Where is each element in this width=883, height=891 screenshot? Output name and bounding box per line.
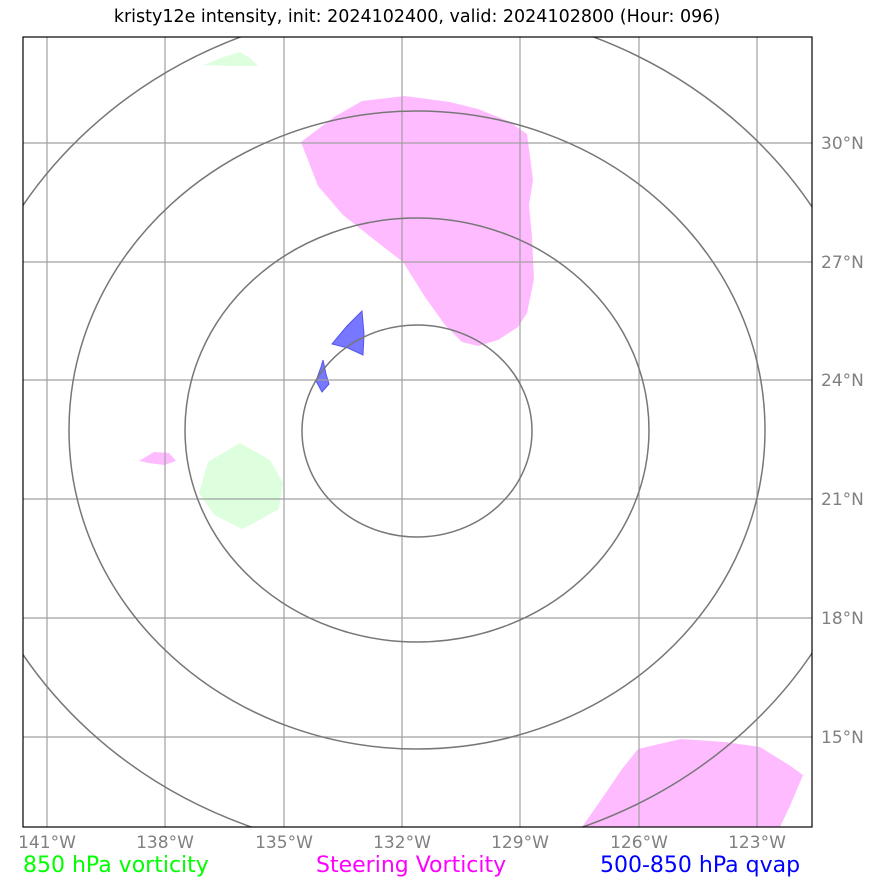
vorticity-850-blob-north: [203, 52, 258, 66]
lat-tick-label: 27°N: [821, 253, 864, 273]
qvap-blob-south: [315, 359, 330, 393]
range-ring: [68, 110, 766, 750]
lat-tick-label: 24°N: [821, 371, 864, 391]
lon-tick-label: 126°W: [610, 833, 668, 853]
steering-vorticity-blob-west: [139, 452, 176, 465]
lon-tick-label: 138°W: [136, 833, 194, 853]
range-ring: [301, 324, 533, 538]
range-ring: [184, 217, 650, 643]
graticule: [23, 37, 812, 827]
steering-vorticity-blob-north: [301, 96, 534, 346]
map-title: kristy12e intensity, init: 2024102400, v…: [113, 7, 721, 27]
lon-tick-label: 135°W: [255, 833, 313, 853]
legend-steering-vorticity: Steering Vorticity: [316, 853, 507, 878]
legend-qvap: 500-850 hPa qvap: [600, 853, 801, 878]
lon-tick-label: 132°W: [373, 833, 431, 853]
lat-tick-label: 18°N: [821, 609, 864, 629]
lon-tick-label: 141°W: [18, 833, 76, 853]
lat-tick-label: 30°N: [821, 134, 864, 154]
map-frame: [22, 36, 813, 828]
legend-850-vorticity: 850 hPa vorticity: [23, 853, 209, 878]
steering-vorticity-blob-south: [582, 739, 803, 827]
lat-tick-label: 15°N: [821, 728, 864, 748]
lon-tick-label: 123°W: [728, 833, 786, 853]
vorticity-850-blob-west: [199, 443, 283, 529]
qvap-blob-north: [331, 309, 365, 356]
range-rings: [23, 37, 812, 827]
lat-tick-label: 21°N: [821, 490, 864, 510]
lon-tick-label: 129°W: [491, 833, 549, 853]
